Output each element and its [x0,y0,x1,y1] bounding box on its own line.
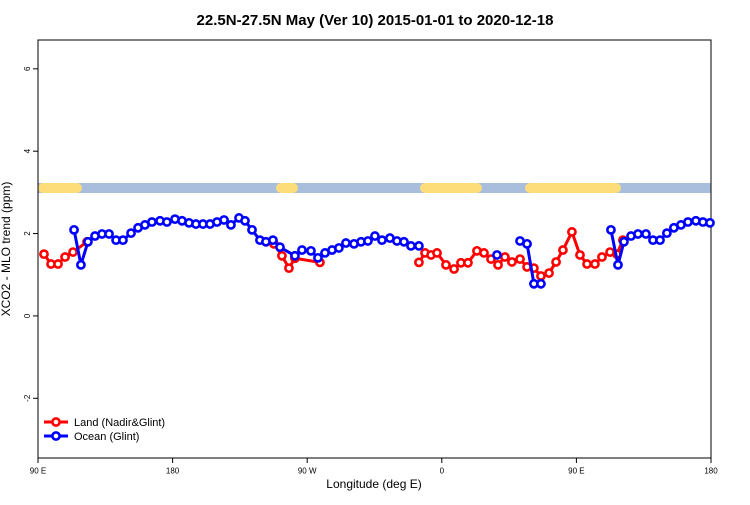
data-point [633,229,643,239]
data-point [83,236,93,247]
data-point [582,259,592,269]
data-point [613,259,623,270]
data-point [126,228,136,239]
x-tick-label: 0 [440,467,445,476]
data-point [544,268,554,278]
data-point [118,235,128,246]
legend-label: Ocean (Glint) [74,431,139,443]
data-point [68,247,78,257]
data-point [492,250,502,260]
data-point [226,220,236,230]
data-point [313,252,323,263]
data-point [306,245,316,256]
data-point [297,245,307,255]
land-strip [276,183,298,193]
data-point [104,229,114,239]
data-point [590,259,600,269]
data-point [463,257,473,268]
data-point [655,235,665,246]
data-point [39,249,49,260]
ocean-strip [38,183,711,193]
legend-marker [51,431,61,441]
data-point [441,259,451,270]
data-point [377,235,387,246]
chart-title: 22.5N-27.5N May (Ver 10) 2015-01-01 to 2… [197,12,554,29]
data-point [479,248,489,258]
y-tick-label: 6 [23,66,32,71]
data-point [558,245,568,255]
data-point [290,250,300,261]
data-point [507,257,517,267]
data-point [277,250,287,261]
y-tick-label: 4 [23,148,32,153]
data-point [705,217,715,228]
legend-marker [51,417,61,427]
x-tick-label: 90 E [30,467,46,476]
data-point [60,252,70,262]
data-point [493,259,503,270]
data-point [536,278,546,289]
data-point [76,259,86,270]
legend-label: Land (Nadir&Glint) [74,417,165,429]
x-tick-label: 90 E [568,467,584,476]
y-tick-label: 2 [23,231,32,236]
plot-frame [37,39,712,459]
data-point [500,252,510,262]
data-point [449,264,459,274]
data-point [240,215,250,226]
x-tick-label: 180 [166,467,180,476]
data-point [247,224,257,235]
y-tick-label: -2 [23,394,32,402]
data-point [162,217,172,227]
x-tick-label: 180 [704,467,718,476]
data-point [275,242,285,253]
data-point [515,254,525,264]
data-point [432,248,442,258]
data-point [341,238,351,248]
data-point [522,238,532,249]
data-point [606,224,616,235]
data-point [597,252,607,262]
land-strip [38,183,82,193]
land-strip [420,183,482,193]
data-point [536,271,546,281]
data-point [219,215,229,225]
land-strip [525,183,621,193]
data-point [268,235,278,246]
data-point [575,250,585,260]
data-point [683,217,693,227]
y-tick-label: 0 [23,313,32,318]
data-point [53,259,63,269]
y-axis-label: XCO2 - MLO trend (ppm) [0,182,13,317]
x-axis-label: Longitude (deg E) [326,477,421,491]
data-point [69,224,79,235]
data-point [363,236,373,246]
data-point [147,217,157,227]
data-point [414,241,424,251]
data-point [567,227,577,237]
data-point [551,257,561,267]
data-point [641,229,651,239]
data-point [661,228,672,239]
x-tick-label: 90 W [298,467,317,476]
data-point [370,231,380,241]
data-point [619,236,629,247]
data-point [414,257,424,268]
data-point [406,241,416,251]
data-point [284,263,294,274]
data-point [399,236,409,247]
map-strip [38,183,711,193]
data-point [334,243,344,253]
